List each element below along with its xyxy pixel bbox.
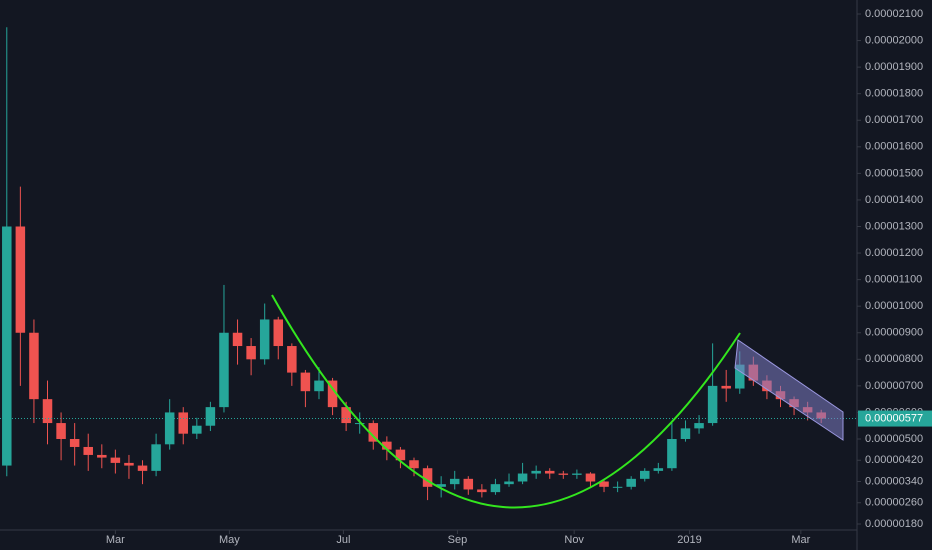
candle-body [246,346,256,360]
y-tick-label: 0.00000340 [865,475,923,487]
candle-body [259,319,270,360]
candle-body [300,372,311,392]
y-tick-label: 0.00001600 [865,141,923,153]
x-tick-label: May [219,534,240,546]
x-tick-label: Nov [564,534,584,546]
candle-body [626,478,636,487]
candle-body [463,478,474,490]
candle-body [612,486,623,488]
candle-body [287,346,297,373]
y-tick-label: 0.00000700 [865,380,923,392]
x-tick-label: 2019 [677,534,701,546]
candle-body [273,319,284,347]
candle-body [151,444,161,471]
candle-body [137,465,148,471]
candle-body [735,364,745,389]
candle-body [42,399,53,424]
y-tick-label: 0.00001200 [865,247,923,259]
candle-body [341,407,351,424]
axes: 0.00000180 0.00000260 0.00000340 0.00000420… [106,8,932,546]
candle-body [707,385,718,424]
y-tick-label: 0.00000800 [865,353,923,365]
y-tick-label: 0.00000180 [865,518,923,530]
y-tick-label: 0.00000420 [865,454,923,466]
candle-body [585,473,596,482]
candle-body [558,473,569,475]
candle-body [205,407,216,426]
y-tick-label: 0.00001800 [865,88,923,100]
candle-body [2,226,12,466]
channel [734,339,844,441]
candle-body [354,423,365,425]
candle-body [572,473,582,475]
candle-body [694,423,704,429]
y-tick-label: 0.00001300 [865,220,923,232]
candle-body [640,470,650,479]
cup-curve [271,294,741,509]
candle-body [477,489,487,493]
candle-body [192,425,202,434]
candle-body [97,454,107,458]
candle-body [544,470,555,474]
y-tick-label: 0.00002100 [865,8,923,20]
candle-body [531,470,541,474]
y-tick-label: 0.00001900 [865,61,923,73]
candle-body [422,468,433,487]
candle-body [409,460,419,469]
candle-body [653,468,664,471]
candle-body [164,412,175,445]
plot [0,27,857,501]
candle-body [83,446,93,455]
x-tick-label: Sep [448,534,468,546]
candle-body [110,457,121,463]
y-tick-label: 0.00001400 [865,194,923,206]
candle-body [327,380,338,408]
candle-body [69,439,80,447]
y-tick-label: 0.00001100 [865,274,922,286]
last-price-label: 0.00000577 [865,412,923,424]
y-tick-label: 0.00001700 [865,114,923,126]
candle-body [504,481,514,485]
candle-body [29,332,39,400]
candle-body [178,412,188,434]
candle-body [232,332,243,347]
y-tick-label: 0.00000900 [865,327,923,339]
y-tick-label: 0.00000260 [865,497,923,509]
candle-body [382,441,392,450]
x-tick-label: Jul [336,534,350,546]
candle-body [219,332,229,408]
candle-body [395,449,406,461]
candle-body [517,473,528,482]
candle-body [599,481,609,487]
candle-body [680,428,691,439]
candle-body [124,462,134,466]
candle-body [667,439,677,469]
y-tick-label: 0.00001500 [865,167,923,179]
y-tick-label: 0.00002000 [865,34,923,46]
x-tick-label: Mar [106,534,125,546]
x-tick-label: Mar [791,534,810,546]
candle-body [368,423,379,442]
last-price-box [858,410,932,427]
candle-body [721,385,731,389]
candle-body [15,226,26,333]
candle-body [436,484,446,487]
candle-body [490,484,501,493]
candle-body [449,478,460,485]
candle-body [314,380,324,392]
y-tick-label: 0.00000500 [865,433,923,445]
candle-body [56,423,66,439]
y-tick-label: 0.00001000 [865,300,923,312]
